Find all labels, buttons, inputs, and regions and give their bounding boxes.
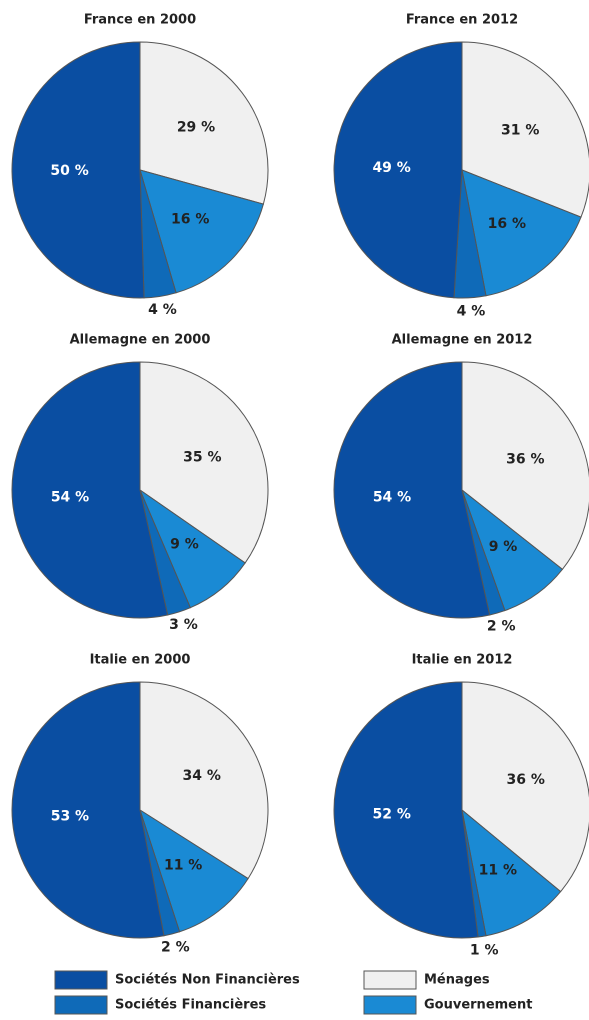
value-label: 52 % bbox=[373, 806, 411, 822]
pie-slice bbox=[139, 808, 249, 933]
pie-slice bbox=[139, 361, 269, 564]
value-label: 1 % bbox=[470, 942, 499, 958]
pie-slice bbox=[461, 681, 589, 893]
value-label: 35 % bbox=[183, 449, 221, 465]
pie-slice bbox=[139, 681, 269, 880]
value-label: 50 % bbox=[50, 163, 88, 179]
value-label: 54 % bbox=[373, 490, 411, 506]
pie-slice bbox=[11, 361, 169, 619]
pie-slice bbox=[11, 41, 145, 299]
value-label: 16 % bbox=[488, 216, 526, 232]
value-label: 2 % bbox=[161, 940, 190, 956]
pie-slice bbox=[333, 681, 479, 939]
legend-swatch bbox=[54, 970, 108, 990]
value-label: 4 % bbox=[148, 302, 177, 318]
value-label: 29 % bbox=[177, 119, 215, 135]
legend-swatch bbox=[363, 970, 417, 990]
pie-slice bbox=[461, 808, 562, 937]
chart-title: France en 2012 bbox=[406, 13, 518, 28]
value-label: 11 % bbox=[479, 863, 517, 879]
legend-label: Gouvernement bbox=[424, 998, 532, 1013]
legend-label: Ménages bbox=[424, 973, 490, 988]
pie-slice bbox=[461, 361, 589, 571]
value-label: 3 % bbox=[169, 617, 198, 633]
pie-slice bbox=[11, 681, 165, 939]
legend-swatch bbox=[54, 995, 108, 1015]
chart-title: Italie en 2000 bbox=[90, 653, 191, 668]
value-label: 54 % bbox=[51, 490, 89, 506]
value-label: 9 % bbox=[170, 537, 199, 553]
chart-title: Allemagne en 2012 bbox=[392, 333, 533, 348]
value-label: 53 % bbox=[51, 809, 89, 825]
value-label: 34 % bbox=[182, 768, 220, 784]
chart-title: Allemagne en 2000 bbox=[70, 333, 211, 348]
chart-title: France en 2000 bbox=[84, 13, 196, 28]
value-label: 16 % bbox=[171, 211, 209, 227]
pie-slice bbox=[333, 361, 491, 619]
pie-slice bbox=[139, 169, 264, 294]
legend-label: Sociétés Financières bbox=[115, 998, 266, 1013]
value-label: 11 % bbox=[164, 858, 202, 874]
pie-slice bbox=[139, 41, 269, 205]
value-label: 36 % bbox=[506, 451, 544, 467]
pie-slice bbox=[461, 169, 582, 297]
value-label: 9 % bbox=[489, 539, 518, 555]
value-label: 2 % bbox=[487, 618, 516, 634]
legend-label: Sociétés Non Financières bbox=[115, 973, 300, 988]
value-label: 49 % bbox=[372, 160, 410, 176]
value-label: 36 % bbox=[507, 772, 545, 788]
value-label: 31 % bbox=[501, 122, 539, 138]
legend-swatch bbox=[363, 995, 417, 1015]
value-label: 4 % bbox=[457, 304, 486, 320]
pie-slice bbox=[333, 41, 463, 299]
chart-title: Italie en 2012 bbox=[412, 653, 513, 668]
